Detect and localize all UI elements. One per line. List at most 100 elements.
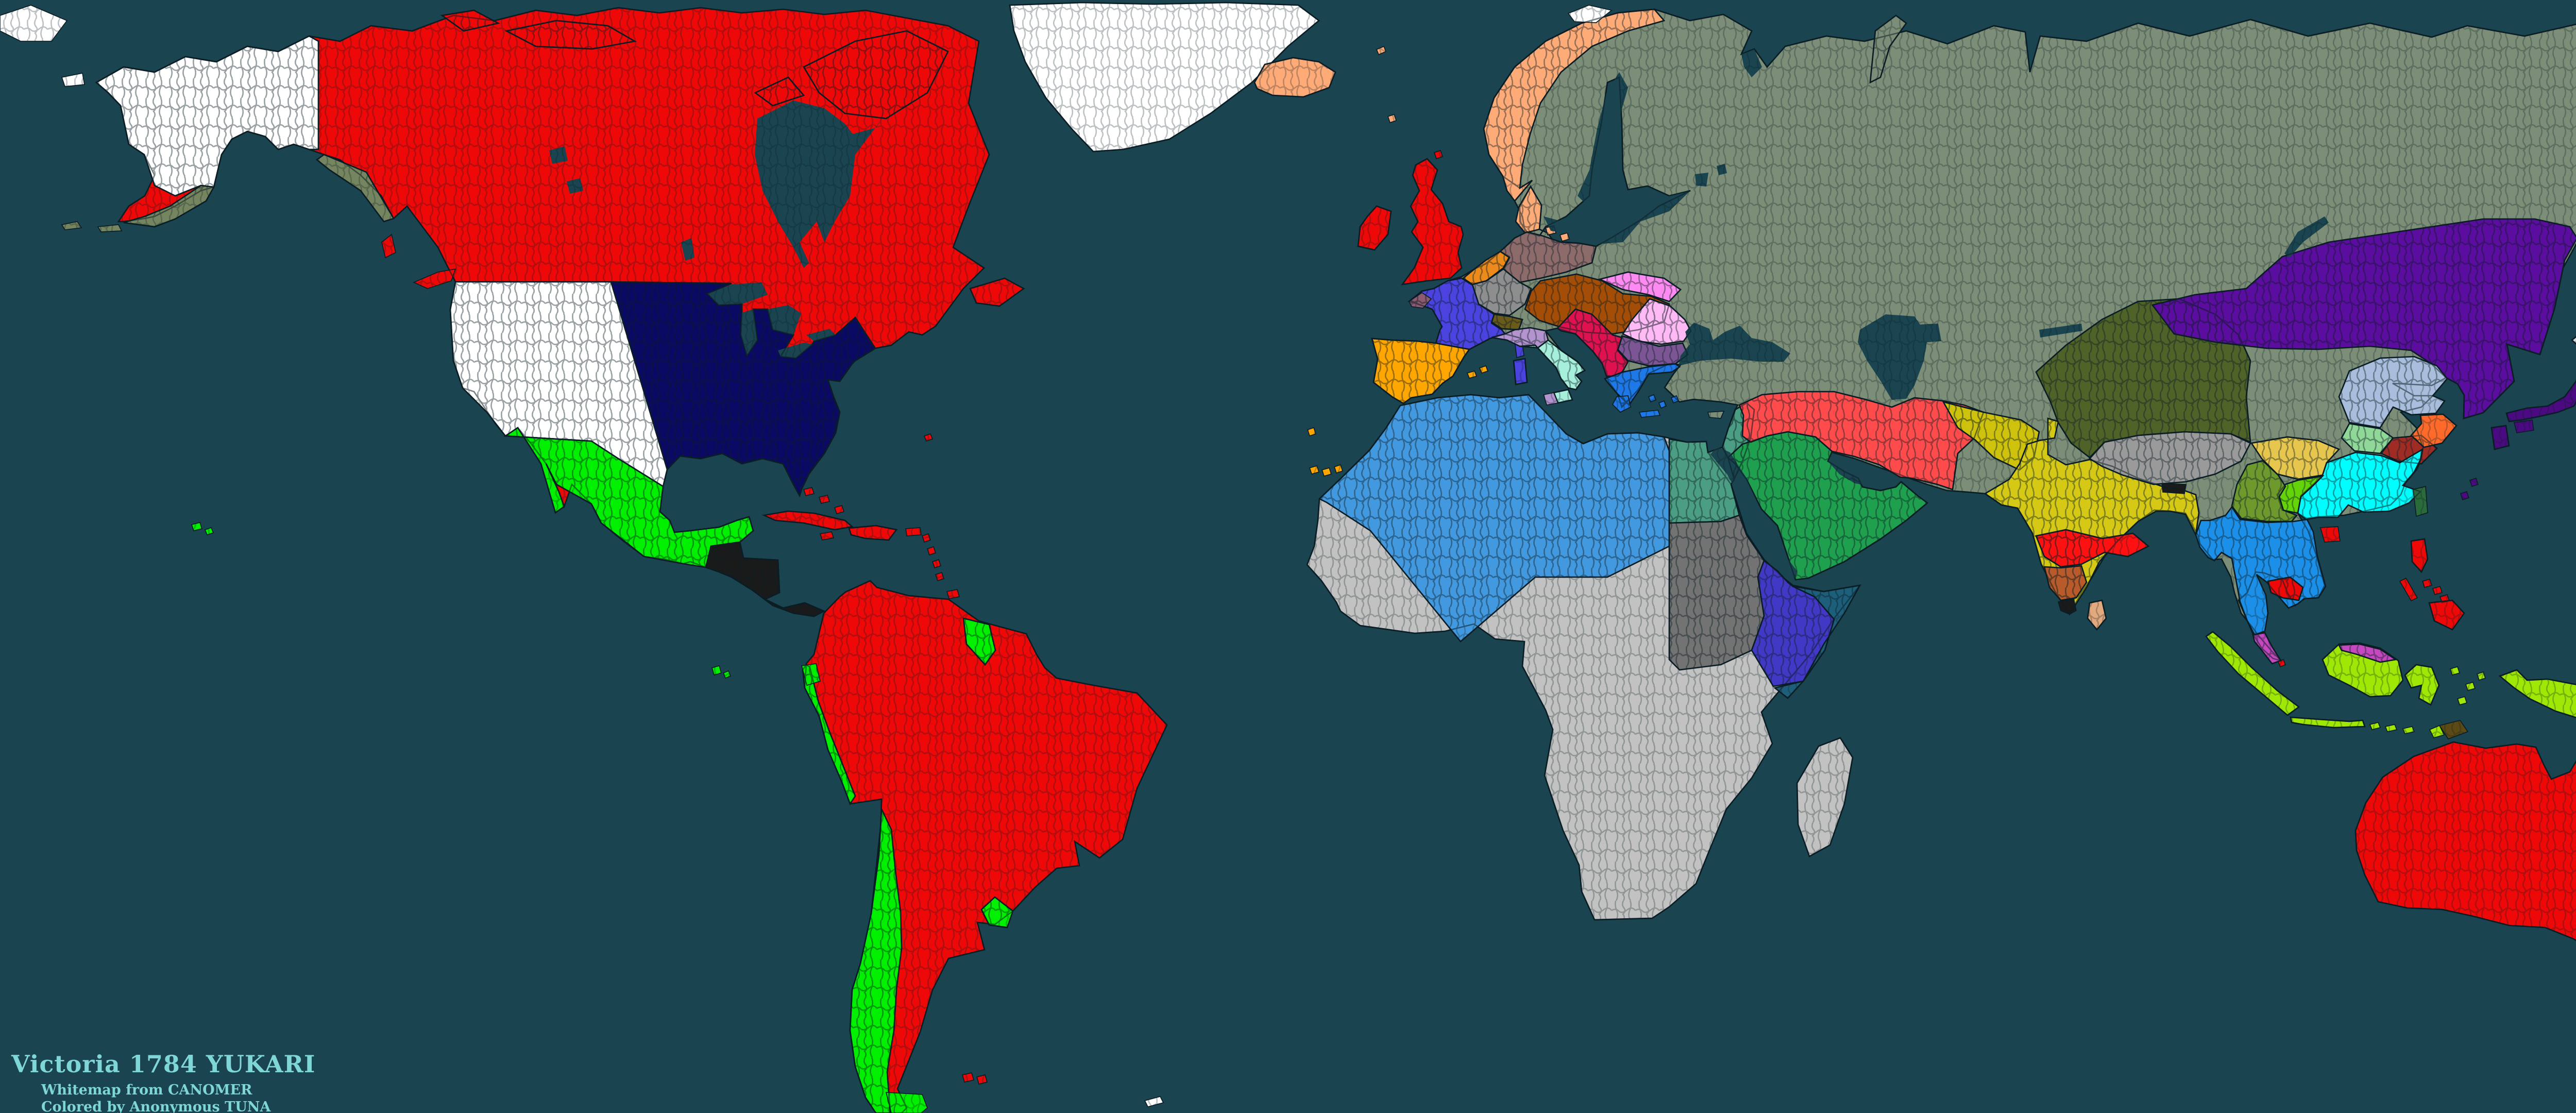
province-texture (1387, 113, 1397, 124)
province-texture (2399, 577, 2418, 602)
province-texture (2404, 664, 2440, 706)
province-texture (803, 30, 949, 120)
province-texture (504, 20, 637, 50)
province-texture (2369, 722, 2415, 734)
province-texture (885, 1092, 928, 1113)
province-texture (2161, 483, 2187, 494)
province-texture (2337, 643, 2398, 663)
province-texture (1556, 308, 1629, 377)
province-texture (1408, 292, 1432, 309)
province-texture (2410, 538, 2429, 574)
province-texture (2514, 419, 2534, 433)
province-texture (1483, 8, 1666, 203)
province-texture (1603, 363, 1681, 406)
province-texture (2290, 716, 2366, 729)
province-texture (315, 154, 395, 223)
province-texture (2087, 599, 2107, 631)
province-texture (801, 663, 821, 686)
province-texture (1408, 277, 1506, 350)
province-texture (1376, 45, 1387, 56)
province-texture (191, 522, 214, 535)
province-texture (2570, 336, 2576, 345)
province-texture (2449, 666, 2486, 705)
province-texture (754, 76, 805, 107)
province-texture (2035, 529, 2150, 568)
province-texture (2438, 720, 2469, 739)
sea-baltic (1544, 191, 1690, 244)
province-texture (802, 664, 856, 805)
province-texture (1869, 14, 1907, 84)
province-texture (1401, 158, 1464, 285)
province-texture (1773, 584, 1861, 699)
province-texture (1433, 149, 1444, 160)
province-texture (961, 1072, 988, 1085)
province-texture (2205, 631, 2300, 716)
province-texture (1796, 737, 1854, 857)
province-texture (969, 277, 1025, 307)
map-credit-whitemap: Whitemap from CANOMER (41, 1082, 252, 1098)
province-texture (2057, 598, 2077, 615)
province-texture (1545, 225, 1570, 242)
province-texture (2413, 485, 2428, 517)
province-texture (2429, 724, 2445, 738)
province-texture (2428, 599, 2465, 631)
province-texture (962, 617, 996, 666)
province-texture (921, 533, 960, 599)
province-texture (1612, 395, 1631, 413)
province-texture (2505, 379, 2576, 423)
province-texture (1638, 410, 1661, 418)
province-texture (1519, 339, 1586, 391)
province-texture (2043, 565, 2088, 601)
province-texture (1598, 271, 1682, 302)
province-texture (2490, 425, 2510, 450)
province-texture (1371, 338, 1471, 404)
province-texture (381, 233, 396, 259)
province-texture (2460, 477, 2479, 501)
province-texture (1707, 411, 1725, 419)
province-texture (1567, 5, 1613, 23)
province-texture (1738, 391, 1985, 491)
province-texture (2498, 669, 2576, 718)
province-texture (440, 9, 500, 32)
province-texture (1515, 185, 1543, 234)
province-texture (711, 665, 732, 679)
province-texture (1648, 394, 1680, 409)
province-texture (1466, 365, 1489, 379)
province-texture (61, 221, 123, 232)
province-texture (1253, 57, 1336, 98)
province-texture (1009, 2, 1320, 153)
map-credits: Victoria 1784 YUKARI Whitemap from CANOM… (11, 1052, 315, 1113)
province-texture (761, 510, 854, 531)
province-texture (2195, 505, 2327, 636)
province-texture (0, 5, 85, 87)
province-texture (2319, 526, 2341, 543)
province-texture (1622, 298, 1692, 345)
province-texture (905, 527, 922, 536)
province-texture (2277, 659, 2286, 668)
province-texture (2267, 576, 2304, 601)
province-texture (923, 433, 934, 442)
province-texture (2151, 218, 2576, 419)
province-texture (980, 896, 1014, 929)
province-texture (849, 808, 903, 1113)
province-texture (1307, 427, 1344, 477)
province-texture (1513, 358, 1528, 385)
province-texture (1543, 392, 1559, 406)
province-texture (705, 541, 826, 617)
province-texture (1357, 205, 1392, 251)
province-texture (803, 487, 845, 514)
sea-persian-gulf (1828, 452, 1899, 487)
province-texture (610, 281, 876, 498)
map-title: Victoria 1784 YUKARI (11, 1050, 316, 1078)
map-credit-colored-by: Colored by Anonymous TUNA (41, 1099, 271, 1113)
province-texture (123, 184, 215, 228)
province-texture (819, 531, 835, 541)
province-texture (2338, 356, 2448, 429)
province-texture (2354, 741, 2576, 941)
province-texture (2410, 413, 2458, 448)
province-texture (412, 268, 456, 289)
province-texture (2341, 423, 2394, 454)
province-texture (1144, 1096, 1164, 1107)
